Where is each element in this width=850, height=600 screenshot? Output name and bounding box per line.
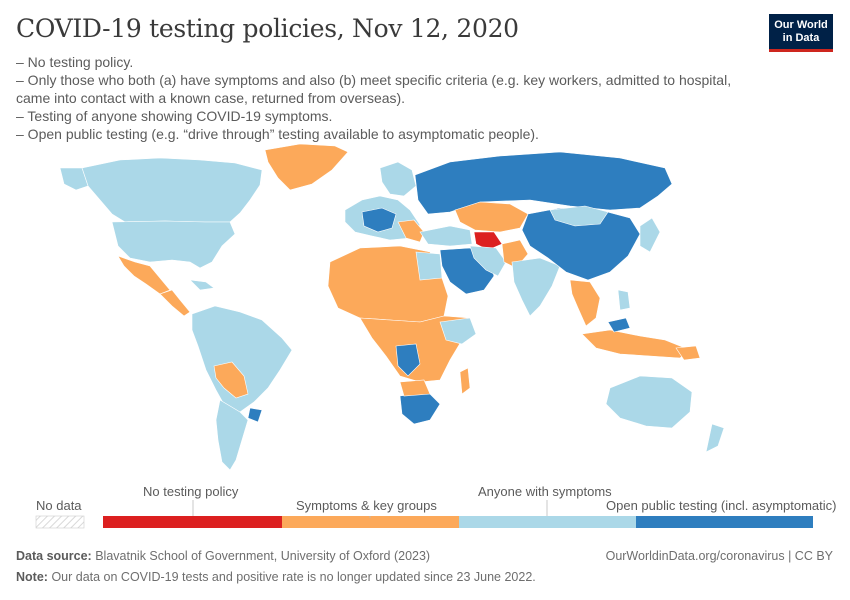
region-canada[interactable] [81, 157, 263, 223]
region-mongolia[interactable] [549, 205, 609, 227]
region-drc[interactable] [395, 343, 421, 377]
legend-label-no-policy: No testing policy [143, 484, 239, 499]
subtitle-line: – Open public testing (e.g. “drive throu… [16, 126, 539, 142]
legend-label-open: Open public testing (incl. asymptomatic) [606, 498, 837, 513]
region-mexico[interactable] [117, 255, 171, 295]
legend-label-nodata: No data [36, 498, 82, 513]
region-central-america[interactable] [159, 289, 191, 317]
legend-label-anyone: Anyone with symptoms [478, 484, 612, 499]
region-philippines[interactable] [617, 289, 631, 311]
footer-note-text: Our data on COVID-19 tests and positive … [51, 570, 536, 584]
logo-line1: Our World [774, 19, 828, 31]
footer-credit[interactable]: OurWorldinData.org/coronavirus | CC BY [605, 549, 833, 563]
subtitle: – No testing policy. – Only those who bo… [16, 53, 736, 143]
region-balkans[interactable] [397, 219, 425, 243]
subtitle-line: – Only those who both (a) have symptoms … [16, 72, 732, 106]
region-france-germany[interactable] [361, 207, 397, 233]
subtitle-line: – No testing policy. [16, 54, 134, 70]
region-uruguay[interactable] [247, 407, 263, 423]
region-indonesia[interactable] [581, 329, 691, 359]
region-turkey-caucasus[interactable] [419, 225, 473, 247]
region-africa-south[interactable] [399, 391, 441, 425]
region-south-america-north[interactable] [191, 305, 293, 413]
region-png[interactable] [675, 345, 701, 361]
region-egypt[interactable] [415, 251, 443, 281]
legend-swatch-open [636, 516, 813, 528]
logo-line2: in Data [782, 32, 820, 44]
footer-source-label: Data source: [16, 549, 92, 563]
legend-nodata-swatch [35, 515, 85, 529]
region-kazakhstan[interactable] [454, 201, 529, 233]
region-australia[interactable] [605, 375, 693, 429]
region-bolivia-paraguay[interactable] [213, 361, 249, 399]
footer-source-text[interactable]: Blavatnik School of Government, Universi… [95, 549, 431, 563]
region-india[interactable] [511, 257, 561, 317]
legend-swatch-anyone [459, 516, 636, 528]
region-turkmenistan[interactable] [473, 231, 503, 251]
footer-note: Note: Our data on COVID-19 tests and pos… [16, 570, 536, 584]
region-namibia-botswana[interactable] [399, 379, 431, 397]
subtitle-line: – Testing of anyone showing COVID-19 sym… [16, 108, 333, 124]
owid-logo[interactable]: Our World in Data [769, 14, 833, 52]
region-argentina-chile[interactable] [215, 399, 249, 470]
region-madagascar[interactable] [459, 367, 471, 395]
region-scandinavia[interactable] [379, 161, 417, 197]
legend: No data No testing policy Symptoms & key… [0, 478, 850, 538]
region-southeast-asia[interactable] [569, 279, 601, 327]
region-iran[interactable] [469, 245, 507, 277]
legend-label-symptoms-key: Symptoms & key groups [296, 498, 437, 513]
legend-swatch-no-policy [103, 516, 282, 528]
chart-title: COVID-19 testing policies, Nov 12, 2020 [16, 14, 519, 43]
region-caribbean[interactable] [189, 279, 215, 291]
region-africa-east[interactable] [439, 317, 477, 345]
region-japan-korea[interactable] [639, 217, 661, 253]
region-greenland[interactable] [264, 143, 349, 191]
region-russia[interactable] [414, 151, 673, 215]
region-malaysia[interactable] [607, 317, 631, 333]
footer-note-label: Note: [16, 570, 48, 584]
region-new-zealand[interactable] [705, 423, 725, 453]
region-usa[interactable] [111, 220, 236, 269]
world-map[interactable] [0, 140, 850, 470]
footer-source: Data source: Blavatnik School of Governm… [16, 549, 430, 563]
region-alaska[interactable] [59, 167, 89, 191]
legend-graphic [35, 500, 813, 529]
legend-swatch-symptoms-key [282, 516, 459, 528]
